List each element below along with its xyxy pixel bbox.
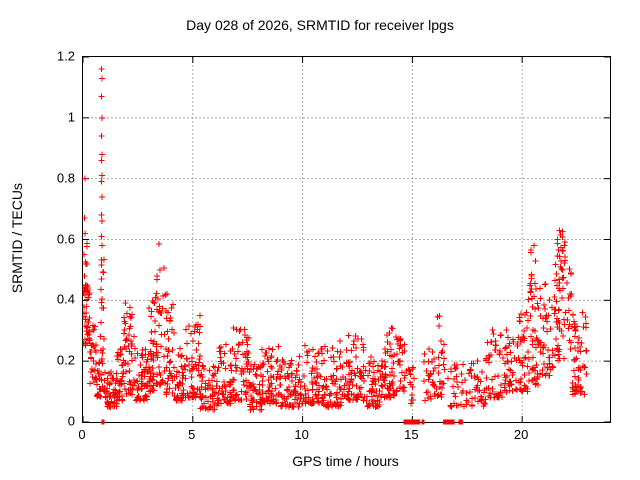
- x-tick-label: 20: [513, 427, 529, 442]
- x-tick-labels: 0 5 10 15 20: [78, 427, 609, 443]
- x-tick-label: 5: [188, 427, 196, 442]
- y-tick-label: 0: [67, 413, 75, 429]
- plot-area: [82, 56, 611, 425]
- y-tick-label: 0.8: [56, 170, 75, 186]
- y-tick-labels: 0 0.2 0.4 0.6 0.8 1 1.2: [0, 49, 75, 429]
- scatter-canvas: [82, 56, 610, 425]
- x-tick-label: 10: [294, 427, 309, 442]
- y-tick-label: 0.6: [56, 231, 75, 246]
- y-tick-label: 1: [67, 109, 75, 125]
- x-tick-label: 15: [404, 427, 419, 442]
- y-tick-label: 0.4: [56, 291, 75, 307]
- x-tick-label: 0: [78, 427, 86, 442]
- y-tick-label: 1.2: [56, 48, 75, 64]
- chart-title: Day 028 of 2026, SRMTID for receiver lpg…: [186, 17, 454, 33]
- x-axis-label: GPS time / hours: [292, 453, 399, 469]
- y-tick-label: 0.2: [56, 352, 75, 368]
